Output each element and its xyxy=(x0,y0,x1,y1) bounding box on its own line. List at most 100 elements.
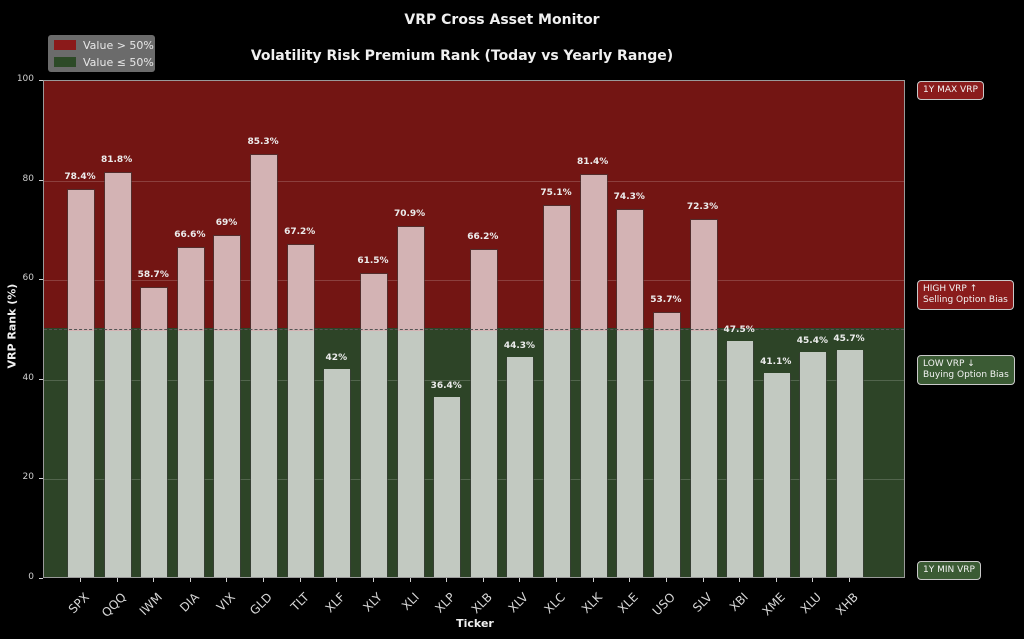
x-tick-mark xyxy=(263,578,265,582)
x-tick-mark xyxy=(226,578,228,582)
bar-xlf xyxy=(323,368,352,577)
gridline xyxy=(44,180,904,182)
bar-xlu xyxy=(799,351,828,577)
x-tick-mark xyxy=(665,578,667,582)
bar-segment-high xyxy=(177,248,204,331)
bar-value-label: 36.4% xyxy=(430,380,462,391)
bar-segment-low xyxy=(397,328,424,577)
legend: Value > 50% Value ≤ 50% xyxy=(48,35,155,72)
x-tick-label: IWM xyxy=(137,590,166,619)
bar-value-label: 58.7% xyxy=(137,269,169,280)
bar-segment-low xyxy=(507,357,534,577)
bar-segment-low xyxy=(544,328,571,577)
y-tick-mark xyxy=(39,80,43,81)
x-axis-label: Ticker xyxy=(456,617,494,630)
bar-gld xyxy=(250,154,279,577)
bar-value-label: 69% xyxy=(215,218,238,229)
annotation-high-line2: Selling Option Bias xyxy=(923,295,1008,305)
y-tick-label: 0 xyxy=(28,572,34,582)
x-tick-mark xyxy=(299,578,301,582)
annotation-max-vrp: 1Y MAX VRP xyxy=(917,81,984,100)
x-tick-mark xyxy=(409,578,411,582)
x-tick-mark xyxy=(775,578,777,582)
bar-segment-low xyxy=(653,328,680,577)
bar-uso xyxy=(652,311,681,577)
bar-value-label: 45.7% xyxy=(833,334,865,345)
bar-segment-low xyxy=(324,368,351,577)
plot-area xyxy=(43,80,905,578)
bar-segment-high xyxy=(397,226,424,331)
bar-value-label: 53.7% xyxy=(650,294,682,305)
x-tick-mark xyxy=(849,578,851,582)
bar-segment-low xyxy=(104,328,131,577)
bar-segment-high xyxy=(360,273,387,331)
x-tick-mark xyxy=(556,578,558,582)
x-tick-label: SLV xyxy=(689,590,715,615)
legend-swatch-high xyxy=(54,40,76,50)
bar-segment-low xyxy=(434,396,461,577)
x-tick-mark xyxy=(336,578,338,582)
bar-xhb xyxy=(836,350,865,577)
chart-suptitle: VRP Cross Asset Monitor xyxy=(404,12,600,28)
annotation-high-line1: HIGH VRP ↑ xyxy=(923,284,978,294)
x-tick-label: GLD xyxy=(247,590,275,618)
y-axis-label: VRP Rank (%) xyxy=(5,283,19,369)
bar-segment-high xyxy=(544,206,571,331)
x-tick-label: XLC xyxy=(541,590,568,617)
bar-iwm xyxy=(140,286,169,577)
bar-segment-high xyxy=(470,250,497,331)
bar-segment-low xyxy=(251,328,278,577)
bar-qqq xyxy=(103,171,132,577)
legend-item-high: Value > 50% xyxy=(54,38,154,52)
x-tick-label: XLK xyxy=(578,590,605,617)
x-tick-label: XLI xyxy=(398,590,422,613)
bar-segment-low xyxy=(800,351,827,577)
bar-value-label: 70.9% xyxy=(393,208,426,219)
bar-segment-high xyxy=(141,287,168,331)
x-tick-label: DIA xyxy=(177,590,202,615)
y-tick-mark xyxy=(39,179,43,181)
x-tick-mark xyxy=(702,578,704,582)
y-tick-label: 100 xyxy=(16,74,34,84)
bar-vix xyxy=(213,235,242,577)
legend-swatch-low xyxy=(54,57,76,67)
y-tick-mark xyxy=(39,578,43,579)
bar-segment-high xyxy=(617,209,644,331)
bar-segment-low xyxy=(470,328,497,577)
legend-item-low: Value ≤ 50% xyxy=(54,55,154,69)
legend-label-low: Value ≤ 50% xyxy=(83,55,154,69)
annotation-low-line1: LOW VRP ↓ xyxy=(923,359,975,369)
bar-value-label: 81.8% xyxy=(100,154,133,165)
annotation-low-line2: Buying Option Bias xyxy=(923,370,1009,380)
x-tick-mark xyxy=(519,578,521,582)
bar-value-label: 42% xyxy=(325,352,348,363)
bar-value-label: 67.2% xyxy=(284,227,316,238)
bar-segment-high xyxy=(653,312,680,331)
x-tick-label: XLU xyxy=(798,590,825,617)
bar-segment-low xyxy=(360,328,387,577)
annotation-high-vrp: HIGH VRP ↑ Selling Option Bias xyxy=(917,280,1014,310)
bar-segment-low xyxy=(141,328,168,577)
chart-title: Volatility Risk Premium Rank (Today vs Y… xyxy=(250,48,674,64)
bar-xbi xyxy=(726,341,755,577)
y-tick-mark xyxy=(39,478,43,480)
bar-segment-low xyxy=(690,328,717,577)
x-tick-mark xyxy=(189,578,191,582)
annotation-min-vrp: 1Y MIN VRP xyxy=(917,561,981,580)
x-tick-mark xyxy=(629,578,631,582)
x-tick-mark xyxy=(739,578,741,582)
bar-value-label: 44.3% xyxy=(503,341,536,352)
bar-segment-low xyxy=(580,328,607,577)
x-tick-label: XLF xyxy=(322,590,349,616)
x-tick-mark xyxy=(446,578,448,582)
bar-value-label: 47.5% xyxy=(723,325,755,336)
bar-xlp xyxy=(433,396,462,577)
bar-xlb xyxy=(469,249,498,577)
bar-segment-high xyxy=(690,219,717,331)
x-tick-label: TLT xyxy=(287,590,312,614)
bar-value-label: 41.1% xyxy=(760,357,792,368)
annotation-low-vrp: LOW VRP ↓ Buying Option Bias xyxy=(917,355,1015,385)
bar-value-label: 45.4% xyxy=(796,335,828,346)
x-tick-mark xyxy=(116,578,118,582)
bar-value-label: 85.3% xyxy=(247,137,279,148)
